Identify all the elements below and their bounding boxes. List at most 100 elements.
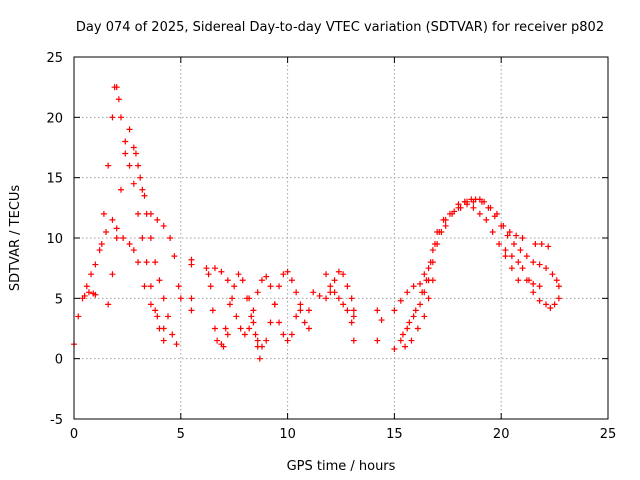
data-point: [327, 283, 334, 290]
data-point: [543, 301, 550, 308]
data-point: [436, 228, 443, 235]
data-point: [207, 283, 214, 290]
data-point: [154, 313, 161, 320]
data-point: [126, 126, 133, 133]
data-point: [519, 265, 526, 272]
series-arc19: [472, 196, 562, 290]
data-point: [103, 228, 110, 235]
data-point: [553, 277, 560, 284]
data-point: [85, 289, 92, 296]
grid: [74, 57, 608, 419]
data-point: [310, 289, 317, 296]
data-point: [205, 271, 212, 278]
data-point: [235, 271, 242, 278]
data-point: [263, 337, 270, 344]
chart-title: Day 074 of 2025, Sidereal Day-to-day VTE…: [76, 20, 604, 35]
data-point: [233, 313, 240, 320]
data-point: [173, 341, 180, 348]
data-point: [406, 319, 413, 326]
data-point: [523, 253, 530, 260]
data-point: [519, 235, 526, 241]
series-arc10: [220, 331, 231, 350]
data-point: [348, 295, 355, 302]
data-point: [506, 228, 513, 235]
data-point: [92, 261, 99, 268]
data-point: [188, 261, 195, 268]
series-arc5: [81, 289, 99, 299]
axis-ticks: 0 5 10 15 20 25 -5 0 5 10 15 20 25: [46, 51, 616, 442]
data-point: [523, 277, 530, 284]
data-point: [293, 313, 300, 320]
data-point: [374, 337, 381, 344]
series-arc8: [205, 265, 304, 344]
data-point: [115, 96, 122, 103]
data-point: [109, 271, 116, 278]
data-point: [132, 150, 139, 157]
data-point: [113, 225, 120, 232]
data-points: [71, 84, 562, 362]
data-point: [508, 265, 515, 272]
data-point: [483, 216, 490, 223]
data-point: [147, 235, 154, 241]
data-point: [391, 346, 398, 353]
data-point: [425, 295, 432, 302]
y-tick-label: 20: [46, 111, 63, 126]
data-point: [421, 313, 428, 320]
data-point: [344, 307, 351, 314]
data-point: [545, 243, 552, 250]
x-tick-label: 20: [493, 427, 510, 442]
series-arc18: [464, 198, 522, 284]
data-point: [254, 337, 261, 344]
data-point: [156, 277, 163, 284]
data-point: [211, 325, 218, 332]
data-point: [130, 180, 137, 187]
data-point: [256, 355, 263, 362]
data-point: [105, 162, 112, 169]
x-tick-label: 0: [70, 427, 78, 442]
data-point: [511, 241, 518, 248]
data-point: [335, 268, 342, 275]
data-point: [271, 301, 278, 308]
series-arc23: [523, 277, 543, 290]
data-point: [160, 337, 167, 344]
data-point: [530, 289, 537, 296]
data-point: [397, 337, 404, 344]
data-point: [551, 301, 558, 308]
data-point: [258, 277, 265, 284]
x-tick-label: 5: [177, 427, 185, 442]
data-point: [348, 319, 355, 326]
data-point: [288, 277, 295, 284]
data-point: [276, 319, 283, 326]
y-tick-label: -5: [50, 413, 63, 428]
series-arc3: [98, 216, 167, 332]
series-arc21: [502, 247, 562, 311]
data-point: [508, 253, 515, 260]
data-point: [83, 283, 90, 290]
data-point: [160, 325, 167, 332]
data-point: [489, 228, 496, 235]
data-point: [397, 297, 404, 304]
data-point: [504, 232, 511, 239]
data-point: [160, 222, 167, 229]
series-arc6: [188, 256, 195, 314]
data-point: [335, 295, 342, 302]
data-point: [135, 162, 142, 169]
data-point: [188, 295, 195, 302]
data-point: [164, 313, 171, 320]
data-point: [246, 325, 253, 332]
data-point: [455, 201, 462, 208]
data-point: [297, 301, 304, 308]
data-point: [301, 319, 308, 326]
data-point: [75, 313, 82, 320]
data-point: [130, 247, 137, 254]
data-point: [532, 241, 539, 248]
data-point: [493, 210, 500, 217]
data-point: [429, 247, 436, 254]
series-arc12: [323, 271, 355, 326]
data-point: [214, 337, 221, 344]
data-point: [408, 337, 415, 344]
data-point: [137, 174, 144, 181]
data-point: [323, 295, 330, 302]
x-tick-label: 25: [600, 427, 617, 442]
data-point: [152, 259, 159, 266]
